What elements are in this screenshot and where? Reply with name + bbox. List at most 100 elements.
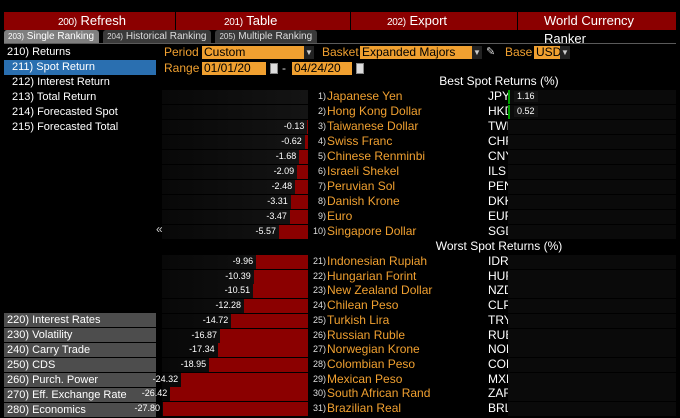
table-row[interactable]: -2.09 6) Israeli Shekel ILS xyxy=(162,164,676,179)
base-currency-select[interactable]: USD xyxy=(534,45,562,59)
currency-name[interactable]: Chinese Renminbi xyxy=(327,149,426,163)
table-row[interactable]: -10.39 22) Hungarian Forint HUF xyxy=(162,269,676,284)
table-row[interactable]: -12.28 24) Chilean Peso CLP xyxy=(162,298,676,314)
edit-pencil-icon[interactable]: ✎ xyxy=(486,46,496,58)
currency-name[interactable]: Hungarian Forint xyxy=(327,268,417,283)
currency-code: NOK xyxy=(488,342,515,357)
menu-item-cds[interactable]: 250) CDS xyxy=(4,358,156,373)
currency-name[interactable]: Brazilian Real xyxy=(327,401,402,415)
table-row[interactable]: 2) Hong Kong Dollar HKD 0.52 xyxy=(162,104,676,119)
currency-name[interactable]: Euro xyxy=(327,209,353,223)
tab-label: Historical Ranking xyxy=(125,31,207,42)
currency-name[interactable]: Colombian Peso xyxy=(327,356,416,371)
menu-item-eff-exchange-rate[interactable]: 270) Eff. Exchange Rate xyxy=(4,388,156,403)
menu-item-purch-power[interactable]: 260) Purch. Power xyxy=(4,373,156,388)
range-start-input[interactable]: 01/01/20 xyxy=(202,62,266,75)
currency-name[interactable]: Chilean Peso xyxy=(327,298,399,313)
currency-name[interactable]: Singapore Dollar xyxy=(327,224,417,238)
menu-item-economics[interactable]: 280) Economics xyxy=(4,403,156,418)
rank-number: 5) xyxy=(317,151,326,161)
return-value-label: -26.42 xyxy=(141,388,168,399)
rank-number: 28) xyxy=(312,358,326,369)
currency-name[interactable]: Turkish Lira xyxy=(327,312,390,327)
table-row[interactable]: -26.42 30) South African Rand ZAR xyxy=(142,386,676,402)
table-row[interactable]: -0.62 4) Swiss Franc CHF xyxy=(162,134,676,149)
table-row[interactable]: -3.31 8) Danish Krone DKK xyxy=(162,194,676,209)
export-button[interactable]: 202) Export xyxy=(351,12,518,30)
bar-background xyxy=(162,135,308,149)
rank-number: 31) xyxy=(312,403,326,413)
menu-item-forecasted-spot[interactable]: 214) Forecasted Spot xyxy=(12,106,118,118)
currency-name[interactable]: Hong Kong Dollar xyxy=(327,104,422,118)
refresh-button[interactable]: 200) Refresh xyxy=(4,12,176,30)
menu-item-forecasted-total[interactable]: 215) Forecasted Total xyxy=(12,121,119,133)
rank-number: 26) xyxy=(312,329,326,340)
bar-cell: -2.09 xyxy=(162,164,308,179)
chevron-down-icon[interactable]: ▼ xyxy=(472,46,482,59)
table-row[interactable]: -9.96 21) Indonesian Rupiah IDR xyxy=(162,254,676,269)
table-row[interactable]: -3.47 9) Euro EUR xyxy=(162,209,676,224)
bar-background xyxy=(508,165,676,179)
menu-item-carry-trade[interactable]: 240) Carry Trade xyxy=(4,343,156,358)
table-row[interactable]: -18.95 28) Colombian Peso COP xyxy=(162,357,676,372)
currency-name[interactable]: New Zealand Dollar xyxy=(327,283,433,298)
range-end-input[interactable]: 04/24/20 xyxy=(292,62,352,75)
currency-name[interactable]: Peruvian Sol xyxy=(327,179,396,193)
table-row[interactable]: -0.13 3) Taiwanese Dollar TWD xyxy=(162,119,676,134)
menu-item-interest-rates[interactable]: 220) Interest Rates xyxy=(4,313,156,328)
menu-item-volatility[interactable]: 230) Volatility xyxy=(4,328,156,343)
bar-cell: -0.62 xyxy=(162,134,308,149)
negative-return-bar xyxy=(181,372,308,387)
range-label: Range xyxy=(164,61,200,75)
calendar-icon[interactable] xyxy=(270,63,278,74)
table-button[interactable]: 201) Table xyxy=(176,12,351,30)
export-button-label: Export xyxy=(409,13,448,28)
bar-background xyxy=(508,90,676,104)
table-row[interactable]: 1) Japanese Yen JPY 1.16 xyxy=(162,89,676,104)
menu-item-total-return[interactable]: 213) Total Return xyxy=(12,91,97,103)
currency-name[interactable]: Israeli Shekel xyxy=(327,164,400,178)
return-value-label: -2.48 xyxy=(271,181,293,191)
currency-name[interactable]: Norwegian Krone xyxy=(327,342,420,357)
currency-name[interactable]: Mexican Peso xyxy=(327,371,403,386)
table-row[interactable]: -24.32 29) Mexican Peso MXN xyxy=(153,371,676,387)
tab-number: 203) xyxy=(8,32,25,41)
positive-return-bar xyxy=(508,90,511,104)
tab-historical-ranking[interactable]: 204) Historical Ranking xyxy=(103,30,212,43)
collapse-sidebar-icon[interactable]: « xyxy=(156,222,163,236)
menu-item-interest-return[interactable]: 212) Interest Return xyxy=(12,76,110,88)
tab-multiple-ranking[interactable]: 205) Multiple Ranking xyxy=(215,30,318,43)
menu-item-returns[interactable]: 210) Returns xyxy=(7,46,71,58)
negative-return-bar xyxy=(304,135,308,149)
table-row[interactable]: -10.51 23) New Zealand Dollar NZD xyxy=(162,283,676,299)
currency-name[interactable]: Danish Krone xyxy=(327,194,400,208)
chevron-down-icon[interactable]: ▼ xyxy=(304,46,314,59)
menu-item-spot-return[interactable]: 211) Spot Return xyxy=(4,60,156,75)
basket-select[interactable]: Expanded Majors xyxy=(360,46,472,59)
currency-name[interactable]: Russian Ruble xyxy=(327,327,406,342)
tab-single-ranking[interactable]: 203) Single Ranking xyxy=(4,30,100,43)
positive-bar-cell xyxy=(508,134,676,149)
table-row[interactable]: -17.34 27) Norwegian Krone NOK xyxy=(162,342,676,358)
return-value-label: -5.57 xyxy=(255,226,276,236)
table-row[interactable]: -2.48 7) Peruvian Sol PEN xyxy=(162,179,676,194)
table-row[interactable]: -1.68 5) Chinese Renminbi CNY xyxy=(162,149,676,164)
bar-background xyxy=(162,180,308,194)
period-select[interactable]: Custom xyxy=(202,46,304,59)
table-row[interactable]: -16.87 26) Russian Ruble RUB xyxy=(162,328,676,343)
currency-name[interactable]: Taiwanese Dollar xyxy=(327,119,419,133)
bar-cell xyxy=(162,89,308,104)
currency-name[interactable]: Japanese Yen xyxy=(327,89,403,103)
best-returns-header: Best Spot Returns (%) xyxy=(439,74,559,88)
currency-name[interactable]: South African Rand xyxy=(327,386,431,401)
positive-bar-cell xyxy=(508,313,676,328)
currency-name[interactable]: Swiss Franc xyxy=(327,134,393,148)
table-row[interactable]: -5.57 10) Singapore Dollar SGD xyxy=(162,224,676,239)
calendar-icon[interactable] xyxy=(356,63,364,74)
table-row[interactable]: -27.80 31) Brazilian Real BRL xyxy=(135,401,676,416)
bar-background xyxy=(508,328,676,343)
currency-name[interactable]: Indonesian Rupiah xyxy=(327,254,428,268)
table-row[interactable]: -14.72 25) Turkish Lira TRY xyxy=(162,313,676,328)
currency-code: HUF xyxy=(488,268,513,283)
chevron-down-icon[interactable]: ▼ xyxy=(560,46,570,59)
